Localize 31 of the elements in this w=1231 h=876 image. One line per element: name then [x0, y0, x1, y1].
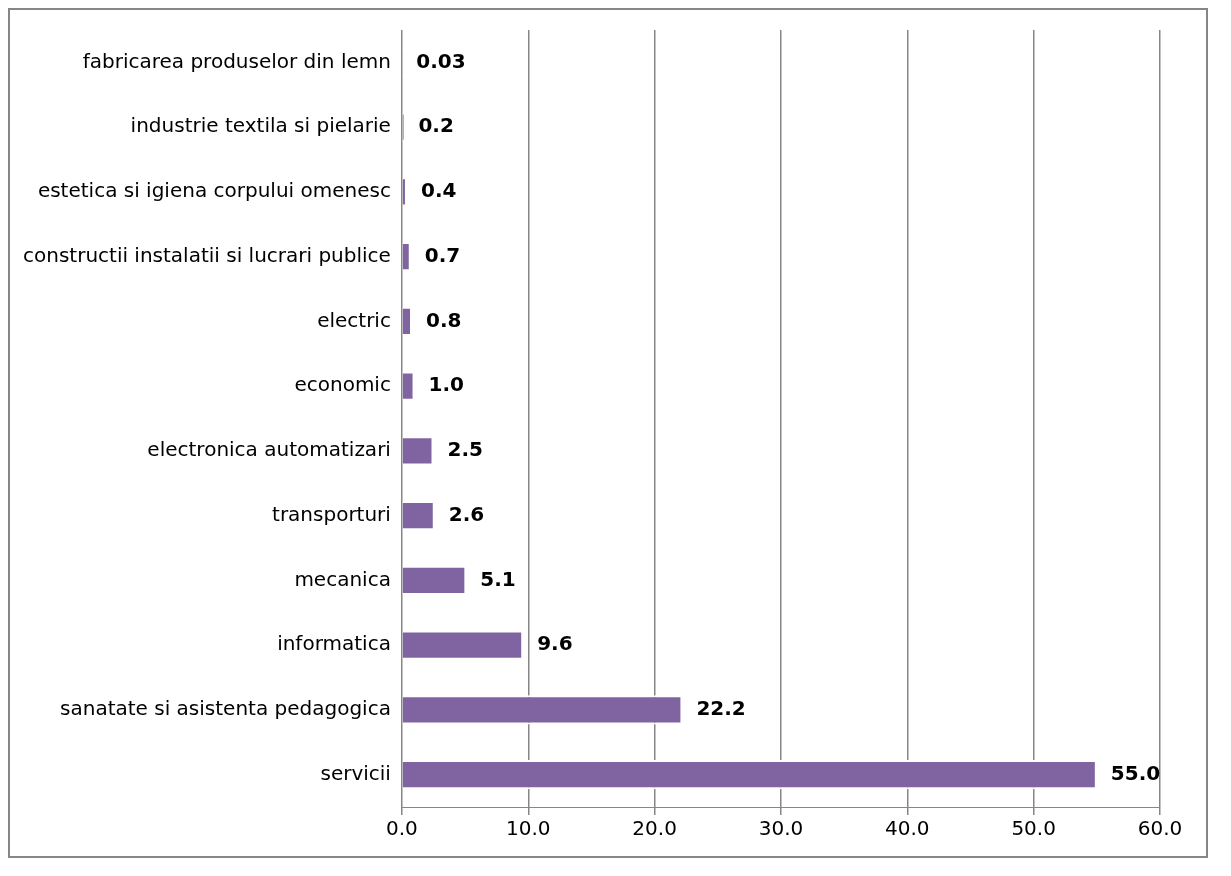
y-tick-label: sanatate si asistenta pedagogica [60, 696, 391, 721]
y-tick-label: estetica si igiena corpului omenesc [37, 178, 391, 203]
data-label: 2.5 [447, 437, 483, 462]
y-tick-label: electronica automatizari [147, 437, 391, 462]
data-label: 0.03 [416, 48, 466, 73]
x-tick-label: 10.0 [505, 816, 551, 841]
data-label: 55.0 [1110, 760, 1161, 785]
x-tick-label: 40.0 [885, 816, 930, 841]
y-tick-label: economic [294, 372, 391, 397]
y-tick-label: fabricarea produselor din lemn [82, 48, 391, 73]
y-tick-label: constructii instalatii si lucrari publice [22, 242, 391, 267]
y-tick-label: servicii [320, 760, 391, 785]
y-tick-label: electric [317, 307, 391, 332]
data-label: 0.4 [420, 178, 457, 203]
y-tick-label: mecanica [294, 566, 391, 591]
data-label: 0.8 [426, 307, 462, 332]
data-label: 2.6 [448, 501, 485, 526]
y-tick-label: transporturi [272, 501, 391, 526]
data-label: 0.2 [418, 113, 454, 138]
x-tick-label: 50.0 [1011, 816, 1056, 841]
data-label: 5.1 [480, 566, 516, 591]
y-tick-label: informatica [277, 631, 391, 656]
data-label: 0.7 [424, 242, 461, 267]
data-label: 9.6 [537, 631, 573, 656]
data-label: 22.2 [696, 696, 746, 721]
x-tick-label: 30.0 [758, 816, 804, 841]
y-tick-label: industrie textila si pielarie [130, 113, 391, 138]
x-tick-label: 20.0 [632, 816, 677, 841]
data-label: 1.0 [428, 372, 464, 397]
x-tick-label: 60.0 [1137, 816, 1183, 841]
x-tick-label: 0.0 [386, 816, 418, 841]
